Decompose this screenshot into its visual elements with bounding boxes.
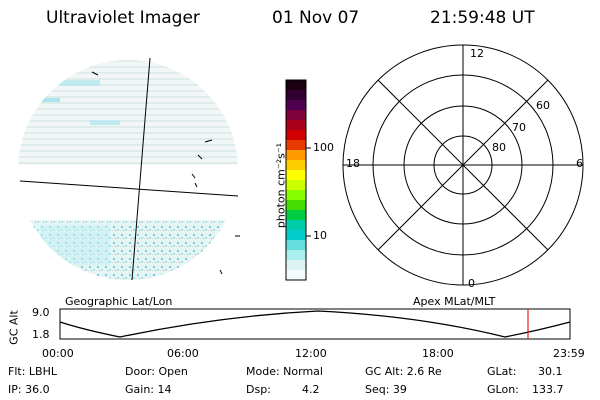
colorbar-cell	[286, 230, 306, 241]
gain-status: Gain: 14	[125, 383, 172, 396]
colorbar-cell	[286, 180, 306, 191]
colorbar-cell	[286, 210, 306, 221]
colorbar-cell	[286, 220, 306, 231]
colorbar-cell	[286, 120, 306, 131]
altitude-curve	[59, 310, 571, 338]
colorbar-cell	[286, 110, 306, 121]
colorbar-cell	[286, 140, 306, 151]
glat-label: GLat:	[487, 365, 517, 378]
dsp-value: 4.2	[302, 383, 320, 396]
mode-status: Mode: Normal	[246, 365, 323, 378]
x-tick-0600: 06:00	[167, 347, 199, 360]
colorbar-cell	[286, 250, 306, 261]
lat-label-70: 70	[512, 121, 526, 134]
colorbar-cell	[286, 200, 306, 211]
colorbar-cell	[286, 260, 306, 271]
timeline-frame	[59, 308, 571, 340]
meridian-line	[131, 57, 151, 281]
mlt-label-0: 0	[468, 277, 475, 290]
colorbar-cell	[286, 160, 306, 171]
mlt-label-6: 6	[576, 157, 583, 170]
colorbar-cell	[286, 190, 306, 201]
gc-alt-max: 9.0	[32, 306, 50, 319]
ip-status: IP: 36.0	[8, 383, 50, 396]
dsp-label: Dsp:	[246, 383, 271, 396]
seq-status: Seq: 39	[365, 383, 407, 396]
latitude-line	[19, 180, 239, 197]
x-tick-1800: 18:00	[422, 347, 454, 360]
x-tick-0000: 00:00	[42, 347, 74, 360]
glat-value: 30.1	[538, 365, 563, 378]
lat-label-80: 80	[492, 141, 506, 154]
lat-label-60: 60	[536, 99, 550, 112]
time-readout: 21:59:48 UT	[430, 8, 535, 28]
x-tick-1200: 12:00	[295, 347, 327, 360]
colorbar-cell	[286, 240, 306, 251]
colorbar-cell	[286, 150, 306, 161]
x-tick-2359: 23:59	[553, 347, 585, 360]
door-status: Door: Open	[125, 365, 188, 378]
colorbar-cell	[286, 130, 306, 141]
gc-alt-min: 1.8	[32, 328, 50, 341]
apex-mlat-mlt-label: Apex MLat/MLT	[413, 295, 496, 308]
colorbar-cell	[286, 270, 306, 281]
filter-status: Flt: LBHL	[8, 365, 57, 378]
geographic-lat-lon-label: Geographic Lat/Lon	[65, 295, 173, 308]
colorbar-cell	[286, 90, 306, 101]
colorbar-tick-10: 10	[313, 229, 327, 242]
date-readout: 01 Nov 07	[272, 8, 360, 28]
mlt-label-12: 12	[470, 47, 484, 60]
glon-label: GLon:	[487, 383, 519, 396]
mlt-label-18: 18	[346, 157, 360, 170]
gc-alt-status: GC Alt: 2.6 Re	[365, 365, 442, 378]
colorbar-cell	[286, 80, 306, 91]
colorbar-cell	[286, 170, 306, 181]
colorbar-cell	[286, 100, 306, 111]
instrument-title: Ultraviolet Imager	[46, 8, 200, 28]
glon-value: 133.7	[532, 383, 564, 396]
colorbar-tick-100: 100	[313, 141, 334, 154]
